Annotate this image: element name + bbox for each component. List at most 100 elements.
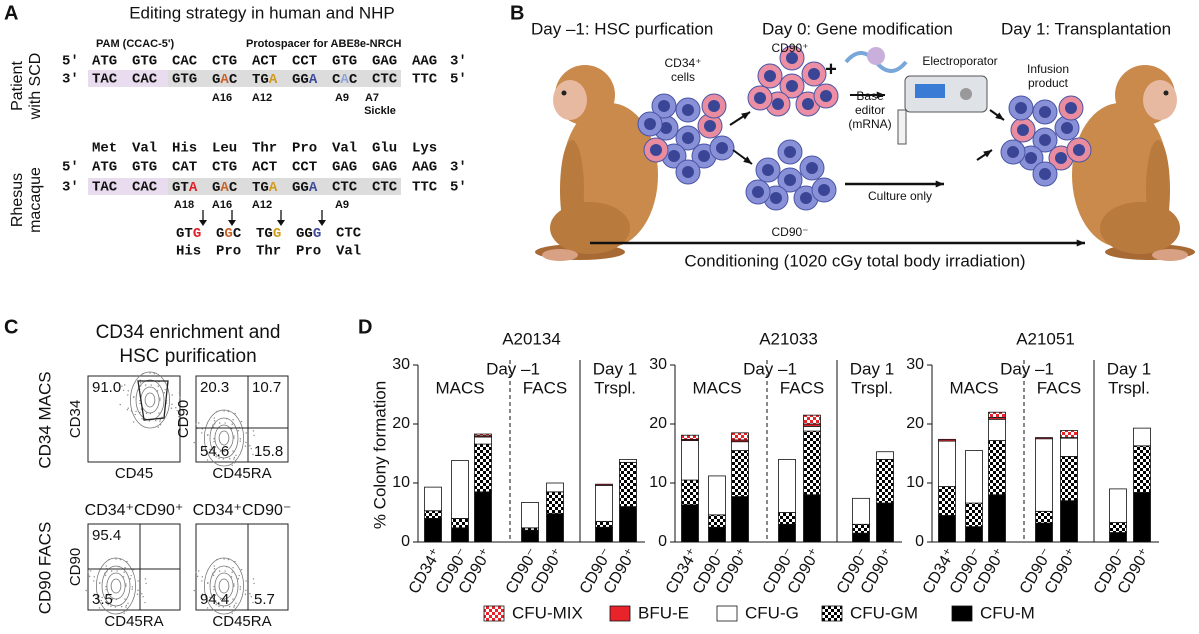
monkey-arm	[560, 140, 584, 240]
contour	[209, 565, 239, 607]
event	[226, 565, 228, 568]
event	[206, 459, 209, 461]
event	[208, 451, 210, 454]
base-label: A12	[252, 199, 272, 211]
event	[206, 434, 209, 436]
facet-title: A20134	[502, 329, 561, 348]
event	[218, 570, 221, 572]
y-tick-label: 0	[658, 533, 667, 550]
contour	[203, 409, 244, 467]
cell-nucleus	[1007, 146, 1019, 158]
cell-nucleus	[754, 92, 766, 104]
event	[238, 574, 240, 577]
day-label: Day –1	[486, 359, 540, 378]
codon: CTG	[212, 160, 237, 176]
bar-segment	[778, 523, 796, 543]
panel-letter: A	[4, 2, 18, 24]
panel-title: Editing strategy in human and NHP	[129, 3, 395, 22]
cell-label: CD34⁺	[664, 56, 701, 70]
legend-label: BFU-E	[638, 603, 689, 622]
event	[223, 410, 225, 412]
x-axis-label: CD45	[115, 465, 153, 482]
bar-segment	[778, 458, 796, 513]
contour	[203, 557, 244, 615]
y-tick-label: 20	[649, 415, 667, 432]
bar-segment	[876, 502, 894, 543]
event	[209, 448, 211, 451]
monkey-face	[553, 80, 587, 120]
cell-nucleus	[668, 150, 680, 162]
strand-end: 5'	[450, 180, 467, 196]
event	[201, 576, 203, 578]
amino-acid: Lys	[412, 141, 437, 157]
cell-nucleus	[698, 150, 710, 162]
event	[92, 595, 95, 597]
bar-segment	[852, 532, 870, 543]
event	[127, 390, 129, 392]
y-tick-label: 20	[906, 415, 924, 432]
event	[233, 585, 235, 587]
event	[129, 578, 132, 580]
gate-percent: 5.7	[254, 591, 275, 608]
event	[175, 406, 177, 409]
event	[107, 603, 109, 606]
event	[144, 578, 147, 580]
base-label: A16	[212, 199, 232, 211]
cell-nucleus	[682, 166, 694, 178]
bar-segment	[965, 502, 983, 528]
event	[149, 372, 151, 374]
amino-acid: Met	[92, 141, 117, 157]
event	[252, 601, 254, 604]
event	[240, 420, 243, 423]
group-label: FACS	[523, 378, 567, 397]
event	[198, 422, 200, 424]
codon: AAG	[412, 54, 437, 70]
event	[231, 464, 233, 466]
x-axis-label: CD45RA	[212, 613, 271, 630]
cell-label: CD90⁻	[771, 225, 808, 239]
arrowhead	[743, 156, 752, 164]
bar-segment	[708, 514, 726, 528]
bar-segment	[1035, 437, 1053, 440]
event	[96, 596, 99, 598]
event	[171, 394, 173, 396]
event	[131, 588, 133, 590]
codon: CAC	[332, 72, 358, 88]
event	[212, 574, 215, 576]
amino-acid: Glu	[372, 141, 397, 157]
cell-nucleus	[806, 162, 818, 174]
cell-nucleus	[800, 192, 812, 204]
codon: ACT	[252, 160, 277, 176]
event	[213, 440, 215, 443]
panel-letter: C	[4, 316, 18, 338]
event	[216, 410, 218, 413]
bar-segment	[988, 494, 1006, 543]
event	[213, 568, 216, 570]
gate-percent: 95.4	[92, 527, 121, 544]
bar-segment	[521, 529, 539, 543]
facet-title: A21033	[759, 329, 818, 348]
base-label: A9	[335, 199, 349, 211]
cell-nucleus	[708, 100, 720, 112]
strand-end: 5'	[450, 72, 467, 88]
bar-segment	[424, 486, 442, 512]
event	[158, 412, 160, 414]
pam-label: PAM (CCAC-5')	[96, 38, 175, 50]
bar-segment	[546, 482, 564, 493]
row-label: CD90 FACS	[35, 522, 54, 615]
event	[137, 580, 139, 582]
cell-nucleus	[1039, 134, 1051, 146]
event	[148, 420, 151, 422]
event	[232, 567, 234, 569]
legend-label: CFU-G	[745, 603, 799, 622]
event	[122, 576, 125, 578]
contour	[218, 430, 230, 446]
strand-end: 3'	[62, 180, 79, 196]
base-label: A16	[212, 92, 232, 104]
event	[159, 397, 161, 399]
group-label: Trspl.	[1108, 378, 1150, 397]
event	[93, 576, 95, 578]
event	[124, 567, 126, 569]
cell-nucleus	[716, 142, 728, 154]
codon: GAG	[372, 54, 397, 70]
